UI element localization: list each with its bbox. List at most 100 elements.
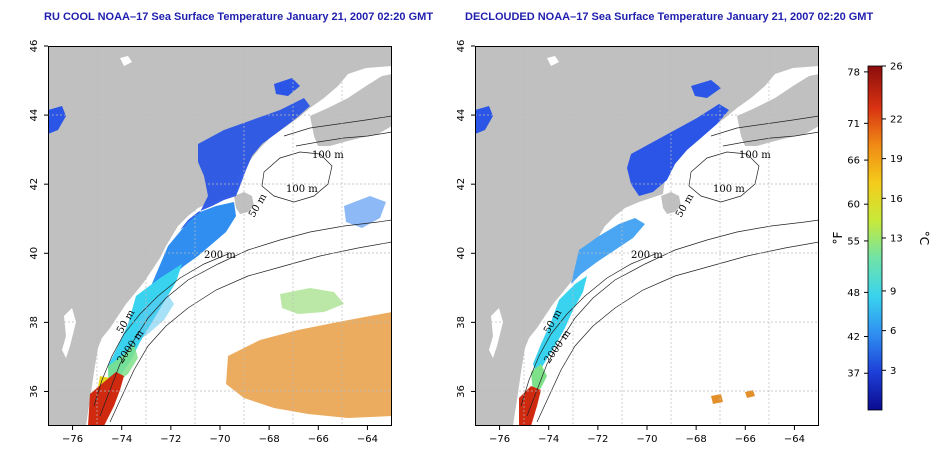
x-tick-label: −66 xyxy=(735,434,756,445)
y-tick-label: 38 xyxy=(456,316,467,329)
sst-north-patch xyxy=(691,80,721,98)
land-north xyxy=(475,46,819,426)
fahrenheit-unit: °F xyxy=(831,231,845,244)
sst-coast-cold xyxy=(571,218,645,284)
sst-gulfstream-red xyxy=(519,386,541,426)
left-panel-title: RU COOL NOAA–17 Sea Surface Temperature … xyxy=(44,11,434,23)
celsius-tick-label: 9 xyxy=(890,286,896,297)
sst-data-left xyxy=(48,78,392,426)
x-tick-label: −72 xyxy=(160,434,181,445)
y-tick-label: 36 xyxy=(456,385,467,398)
isobath-label-100m-a: 100 m xyxy=(312,150,344,161)
celsius-tick-label: 26 xyxy=(890,62,903,73)
isobath-scotian xyxy=(710,115,819,137)
sst-offshore-orange xyxy=(226,312,392,418)
fahrenheit-tick-label: 78 xyxy=(847,67,860,78)
y-tick-label: 38 xyxy=(29,316,40,329)
land-nova-scotia xyxy=(310,74,392,146)
left-map-axes: −76 −74 −72 −70 −68 −66 −64 36 38 40 42 44 46 xyxy=(29,40,378,445)
isobath-label-100m-a: 100 m xyxy=(739,150,771,161)
fahrenheit-tick-label: 55 xyxy=(847,236,860,247)
sst-data-right xyxy=(475,80,755,426)
x-tick-label: −74 xyxy=(111,434,132,445)
x-tick-label: −70 xyxy=(636,434,657,445)
sst-maine-small xyxy=(48,106,66,134)
right-panel-title: DECLOUDED NOAA–17 Sea Surface Temperatur… xyxy=(465,11,874,23)
fahrenheit-tick-label: 60 xyxy=(847,200,860,211)
ru-cool-sst-map: 100 m 100 m 50 m 200 m 50 m 2000 m xyxy=(48,46,392,426)
y-tick-label: 46 xyxy=(456,40,467,53)
x-tick-label: −68 xyxy=(686,434,707,445)
axes-labels: −76 −74 −72 −70 −68 −66 −64 36 38 40 42 44 46 −76 −74… xyxy=(29,40,805,445)
sst-map-right-svg: 100 m 100 m 50 m 200 m 50 m 2000 m xyxy=(475,46,819,426)
sst-gulf-of-maine xyxy=(627,104,729,196)
isobath-2000m xyxy=(536,241,819,423)
isobath-scotian-2 xyxy=(295,131,392,147)
y-tick-label: 40 xyxy=(29,247,40,260)
sst-gulfstream-red xyxy=(88,372,124,426)
land-north xyxy=(48,46,392,426)
sst-offshore-orange xyxy=(711,394,723,404)
sst-gulf-of-maine xyxy=(180,98,310,230)
sst-coast-mid xyxy=(533,276,587,376)
isobath-label-200m: 200 m xyxy=(204,250,236,261)
fahrenheit-tick-label: 48 xyxy=(847,288,860,299)
y-tick-label: 44 xyxy=(456,109,467,122)
y-tick-label: 44 xyxy=(29,109,40,122)
chesapeake-bay xyxy=(62,308,76,358)
gridlines xyxy=(48,46,392,426)
lake xyxy=(547,56,559,66)
y-tick-label: 36 xyxy=(29,385,40,398)
fahrenheit-tick-label: 37 xyxy=(847,369,860,380)
x-tick-label: −68 xyxy=(259,434,280,445)
celsius-tick-label: 19 xyxy=(890,154,903,165)
isobath-50m xyxy=(520,253,656,407)
celsius-tick-label: 6 xyxy=(890,326,896,337)
fahrenheit-tick-label: 71 xyxy=(847,119,860,130)
land-mass xyxy=(48,46,392,426)
x-tick-label: −64 xyxy=(357,434,378,445)
sst-offshore-west xyxy=(136,292,174,342)
colorbar-gradient xyxy=(867,65,883,411)
map-frame xyxy=(48,46,392,426)
fahrenheit-tick-label: 42 xyxy=(847,332,860,343)
isobath-label-100m-b: 100 m xyxy=(286,184,318,195)
map-frame xyxy=(475,46,819,426)
y-tick-label: 40 xyxy=(456,247,467,260)
declouded-sst-map: 100 m 100 m 50 m 200 m 50 m 2000 m xyxy=(475,46,819,426)
x-tick-label: −66 xyxy=(308,434,329,445)
isobath-scotian-2 xyxy=(722,131,819,147)
y-tick-label: 42 xyxy=(29,178,40,191)
right-map-axes: −76 −74 −72 −70 −68 −66 −64 36 38 40 42 44 46 xyxy=(456,40,805,445)
sst-map-left-svg: 100 m 100 m 50 m 200 m 50 m 2000 m xyxy=(48,46,392,426)
isobath-label-200m: 200 m xyxy=(631,250,663,261)
isobath-2000m xyxy=(109,241,392,423)
sst-offshore-orange-2 xyxy=(745,390,755,398)
sst-offshore-blue-specks xyxy=(344,196,386,228)
x-tick-label: −64 xyxy=(784,434,805,445)
isobath-label-100m-b: 100 m xyxy=(713,184,745,195)
inland-water xyxy=(62,56,132,358)
celsius-tick-label: 3 xyxy=(890,366,896,377)
celsius-tick-label: 13 xyxy=(890,234,903,245)
sst-coast-green xyxy=(531,364,547,394)
isobath-200m xyxy=(99,219,392,417)
sst-offshore-green xyxy=(280,288,344,314)
gridlines xyxy=(475,46,819,426)
celsius-tick-label: 22 xyxy=(890,114,903,125)
y-tick-label: 42 xyxy=(456,178,467,191)
x-tick-label: −72 xyxy=(587,434,608,445)
lake xyxy=(120,56,132,66)
sst-maine-small xyxy=(475,106,493,134)
isobaths-left xyxy=(93,115,392,423)
isobath-50m xyxy=(93,253,229,407)
y-tick-label: 46 xyxy=(29,40,40,53)
fahrenheit-tick-label: 66 xyxy=(847,156,860,167)
isobath-200m xyxy=(526,219,819,417)
x-tick-label: −76 xyxy=(62,434,83,445)
colorbar-ticks: 26 22 19 16 13 9 6 3 78 71 66 60 55 48 42 37 xyxy=(847,62,902,380)
isobath-scotian xyxy=(283,115,392,137)
chesapeake-bay xyxy=(489,308,503,358)
land-nova-scotia xyxy=(737,74,819,146)
celsius-tick-label: 16 xyxy=(890,194,903,205)
